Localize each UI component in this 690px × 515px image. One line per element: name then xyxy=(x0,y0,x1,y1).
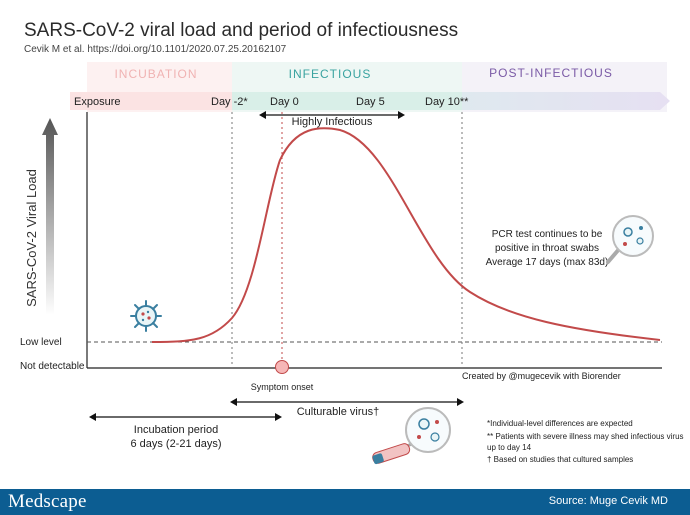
y-axis-arrow xyxy=(42,118,58,315)
label-culturable-virus: Culturable virus† xyxy=(297,406,380,418)
culture-tube-icon xyxy=(372,407,451,465)
pcr-note-line2: positive in throat swabs xyxy=(495,243,599,254)
label-exposure: Exposure xyxy=(74,96,120,108)
label-incubation-period: Incubation period xyxy=(134,424,218,436)
figure-title: SARS-CoV-2 viral load and period of infe… xyxy=(24,20,459,41)
label-day5: Day 5 xyxy=(356,96,385,108)
label-incubation-days: 6 days (2-21 days) xyxy=(130,438,221,450)
symptom-onset-marker xyxy=(275,360,289,374)
source-credit: Source: Muge Cevik MD xyxy=(548,495,668,507)
phase-label-infectious: INFECTIOUS xyxy=(289,67,372,81)
label-highly-infectious: Highly Infectious xyxy=(292,116,373,128)
timeline-post-bar-arrow xyxy=(462,92,670,110)
footnote-2: ** Patients with severe illness may shed… xyxy=(487,432,684,441)
arrowhead-left xyxy=(259,111,266,119)
y-axis-label: SARS-CoV-2 Viral Load xyxy=(24,169,39,307)
label-not-detectable: Not detectable xyxy=(20,361,85,372)
created-by-label: Created by @mugecevik with Biorender xyxy=(462,371,621,381)
arrowhead-left xyxy=(89,413,96,421)
timeline-infectious-bar xyxy=(232,92,462,110)
virus-icon xyxy=(130,300,162,332)
footnote-3: up to day 14 xyxy=(487,443,532,452)
arrowhead-right xyxy=(275,413,282,421)
pcr-note-line1: PCR test continues to be xyxy=(492,229,603,240)
arrowhead-right xyxy=(398,111,405,119)
footer-bar: Medscape Source: Muge Cevik MD xyxy=(0,489,690,515)
footnote-1: *Individual-level differences are expect… xyxy=(487,419,633,428)
label-day10: Day 10** xyxy=(425,96,469,108)
swab-magnifier-icon xyxy=(606,215,654,264)
label-day-minus2: Day -2* xyxy=(211,96,248,108)
viral-load-curve xyxy=(151,127,661,343)
medscape-logo: Medscape xyxy=(8,491,87,512)
phase-label-incubation: INCUBATION xyxy=(114,67,197,81)
phase-label-post-infectious: POST-INFECTIOUS xyxy=(489,66,613,80)
arrowhead-right xyxy=(457,398,464,406)
footnote-4: † Based on studies that cultured samples xyxy=(487,455,633,464)
label-symptom-onset: Symptom onset xyxy=(251,382,314,392)
arrowhead-left xyxy=(230,398,237,406)
pcr-note-line3: Average 17 days (max 83d) xyxy=(486,257,609,268)
label-low-level: Low level xyxy=(20,337,62,348)
citation: Cevik M et al. https://doi.org/10.1101/2… xyxy=(24,44,287,55)
timeline-incubation-bar xyxy=(70,92,232,110)
label-day0: Day 0 xyxy=(270,96,299,108)
viral-load-diagram: INCUBATION INFECTIOUS POST-INFECTIOUS Ex… xyxy=(20,62,684,465)
